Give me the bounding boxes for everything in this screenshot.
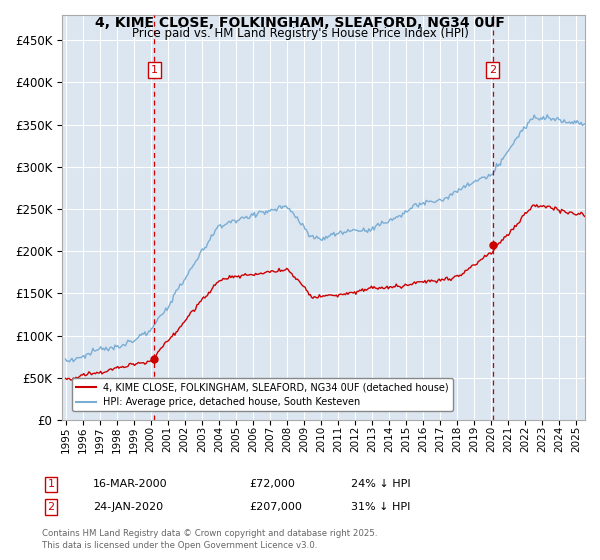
Text: Contains HM Land Registry data © Crown copyright and database right 2025.
This d: Contains HM Land Registry data © Crown c… (42, 529, 377, 550)
Text: 2: 2 (47, 502, 55, 512)
Text: 1: 1 (47, 479, 55, 489)
Text: 4, KIME CLOSE, FOLKINGHAM, SLEAFORD, NG34 0UF: 4, KIME CLOSE, FOLKINGHAM, SLEAFORD, NG3… (95, 16, 505, 30)
Text: 24-JAN-2020: 24-JAN-2020 (93, 502, 163, 512)
Text: 2: 2 (489, 65, 496, 75)
Text: £207,000: £207,000 (249, 502, 302, 512)
Text: 1: 1 (151, 65, 158, 75)
Text: 16-MAR-2000: 16-MAR-2000 (93, 479, 167, 489)
Text: 31% ↓ HPI: 31% ↓ HPI (351, 502, 410, 512)
Text: £72,000: £72,000 (249, 479, 295, 489)
Legend: 4, KIME CLOSE, FOLKINGHAM, SLEAFORD, NG34 0UF (detached house), HPI: Average pri: 4, KIME CLOSE, FOLKINGHAM, SLEAFORD, NG3… (72, 379, 453, 411)
Text: Price paid vs. HM Land Registry's House Price Index (HPI): Price paid vs. HM Land Registry's House … (131, 27, 469, 40)
Text: 24% ↓ HPI: 24% ↓ HPI (351, 479, 410, 489)
